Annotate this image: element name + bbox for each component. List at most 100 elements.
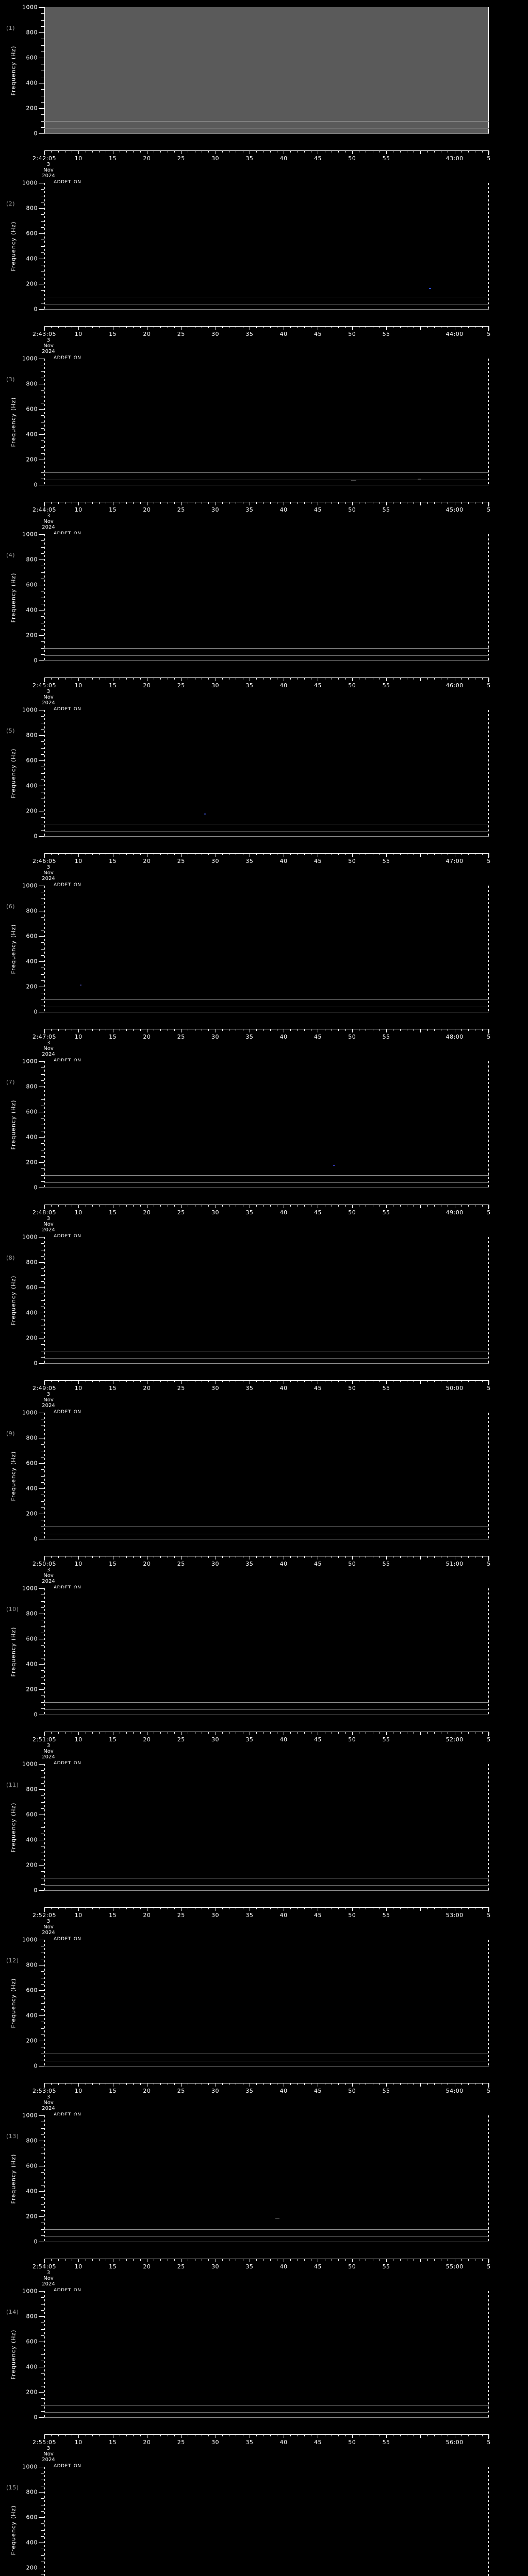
x-tick-minor [345,502,346,504]
x-tick-minor [256,2434,257,2436]
x-tick-major [352,853,353,857]
panel-index-label: (4) [6,552,15,558]
y-tick-minor [41,1181,44,1182]
y-tick-major [39,1890,44,1891]
x-tick-major [420,1380,421,1384]
x-tick-label: 50 [348,1033,356,1040]
x-tick-minor [256,853,257,855]
date-stack: 3 Nov 2024 [42,2446,55,2463]
x-tick-major [181,326,182,330]
date-month: Nov [43,2100,54,2106]
x-tick-minor [400,677,401,680]
x-tick-minor [160,1205,161,1207]
y-tick-major [39,610,44,611]
y-tick-minor [41,1281,44,1282]
reference-line-100hz [44,1175,489,1176]
x-tick-minor [482,677,483,680]
x-tick-minor [133,853,134,855]
x-tick-label: 25 [177,2263,185,2270]
x-tick-minor [140,677,141,680]
x-tick-label-minute: 56:00 [446,2439,464,2446]
y-tick-major [39,2492,44,2493]
x-axis-cap-left [44,1556,45,1561]
x-tick-minor [51,326,52,328]
x-tick-label: 30 [211,1033,220,1040]
x-tick-minor [133,1907,134,1909]
x-tick-minor [99,853,100,855]
x-tick-minor [256,150,257,152]
y-tick-minor [41,2128,44,2129]
x-tick-major [386,2434,387,2438]
x-axis-cap-right [488,1907,489,1912]
y-tick-minor [41,371,44,372]
x-tick-label-end: 5 [487,1033,491,1040]
x-tick-label: 35 [245,2263,254,2270]
x-axis-cap-right [488,2083,489,2088]
axis-spine-right [488,359,489,485]
x-tick-label: 50 [348,2263,356,2270]
x-tick-label: 35 [245,2088,254,2094]
x-tick-major [181,677,182,681]
x-tick-minor [345,326,346,328]
x-tick-major [386,2083,387,2087]
y-tick-major [39,660,44,661]
x-tick-minor [468,1380,469,1382]
x-tick-minor [434,1556,435,1558]
x-tick-minor [427,1205,428,1207]
x-tick-label: 50 [348,682,356,689]
x-tick-minor [174,2083,175,2085]
x-tick-minor [126,853,127,855]
x-tick-minor [468,1205,469,1207]
x-tick-label: 55 [382,506,390,513]
x-tick-label: 45 [314,2088,322,2094]
x-tick-minor [345,2434,346,2436]
x-tick-minor [345,2259,346,2261]
x-tick-minor [140,326,141,328]
x-tick-minor [345,2083,346,2085]
date-stack: 3 Nov 2024 [42,1216,55,1233]
x-tick-minor [99,1732,100,1734]
date-year: 2024 [42,700,55,706]
y-tick-major [39,760,44,761]
x-tick-label: 35 [245,1033,254,1040]
x-tick-minor [461,1732,462,1734]
y-tick-label: 800 [26,1259,38,1266]
x-tick-label-end: 5 [487,1561,491,1567]
date-year: 2024 [42,1403,55,1409]
x-tick-minor [140,150,141,152]
x-tick-minor [174,677,175,680]
x-tick-major [352,502,353,505]
y-axis-title: Frequency (Hz) [10,1626,17,1676]
x-tick-major [386,502,387,505]
y-tick-minor [41,980,44,981]
y-tick-minor [41,2197,44,2198]
addet-on-label: ADDET_ON [54,1234,81,1239]
x-tick-label: 15 [109,2088,117,2094]
x-tick-label: 35 [245,1561,254,1567]
y-tick-label: 0 [34,2414,38,2421]
y-tick-minor [41,773,44,774]
x-tick-major [181,2259,182,2262]
y-tick-minor [41,13,44,14]
y-tick-label: 200 [26,1510,38,1517]
x-tick-major [352,326,353,330]
x-tick-minor [427,1556,428,1558]
y-tick-label: 800 [26,556,38,563]
y-tick-label: 400 [26,2012,38,2019]
x-tick-minor [270,1556,271,1558]
